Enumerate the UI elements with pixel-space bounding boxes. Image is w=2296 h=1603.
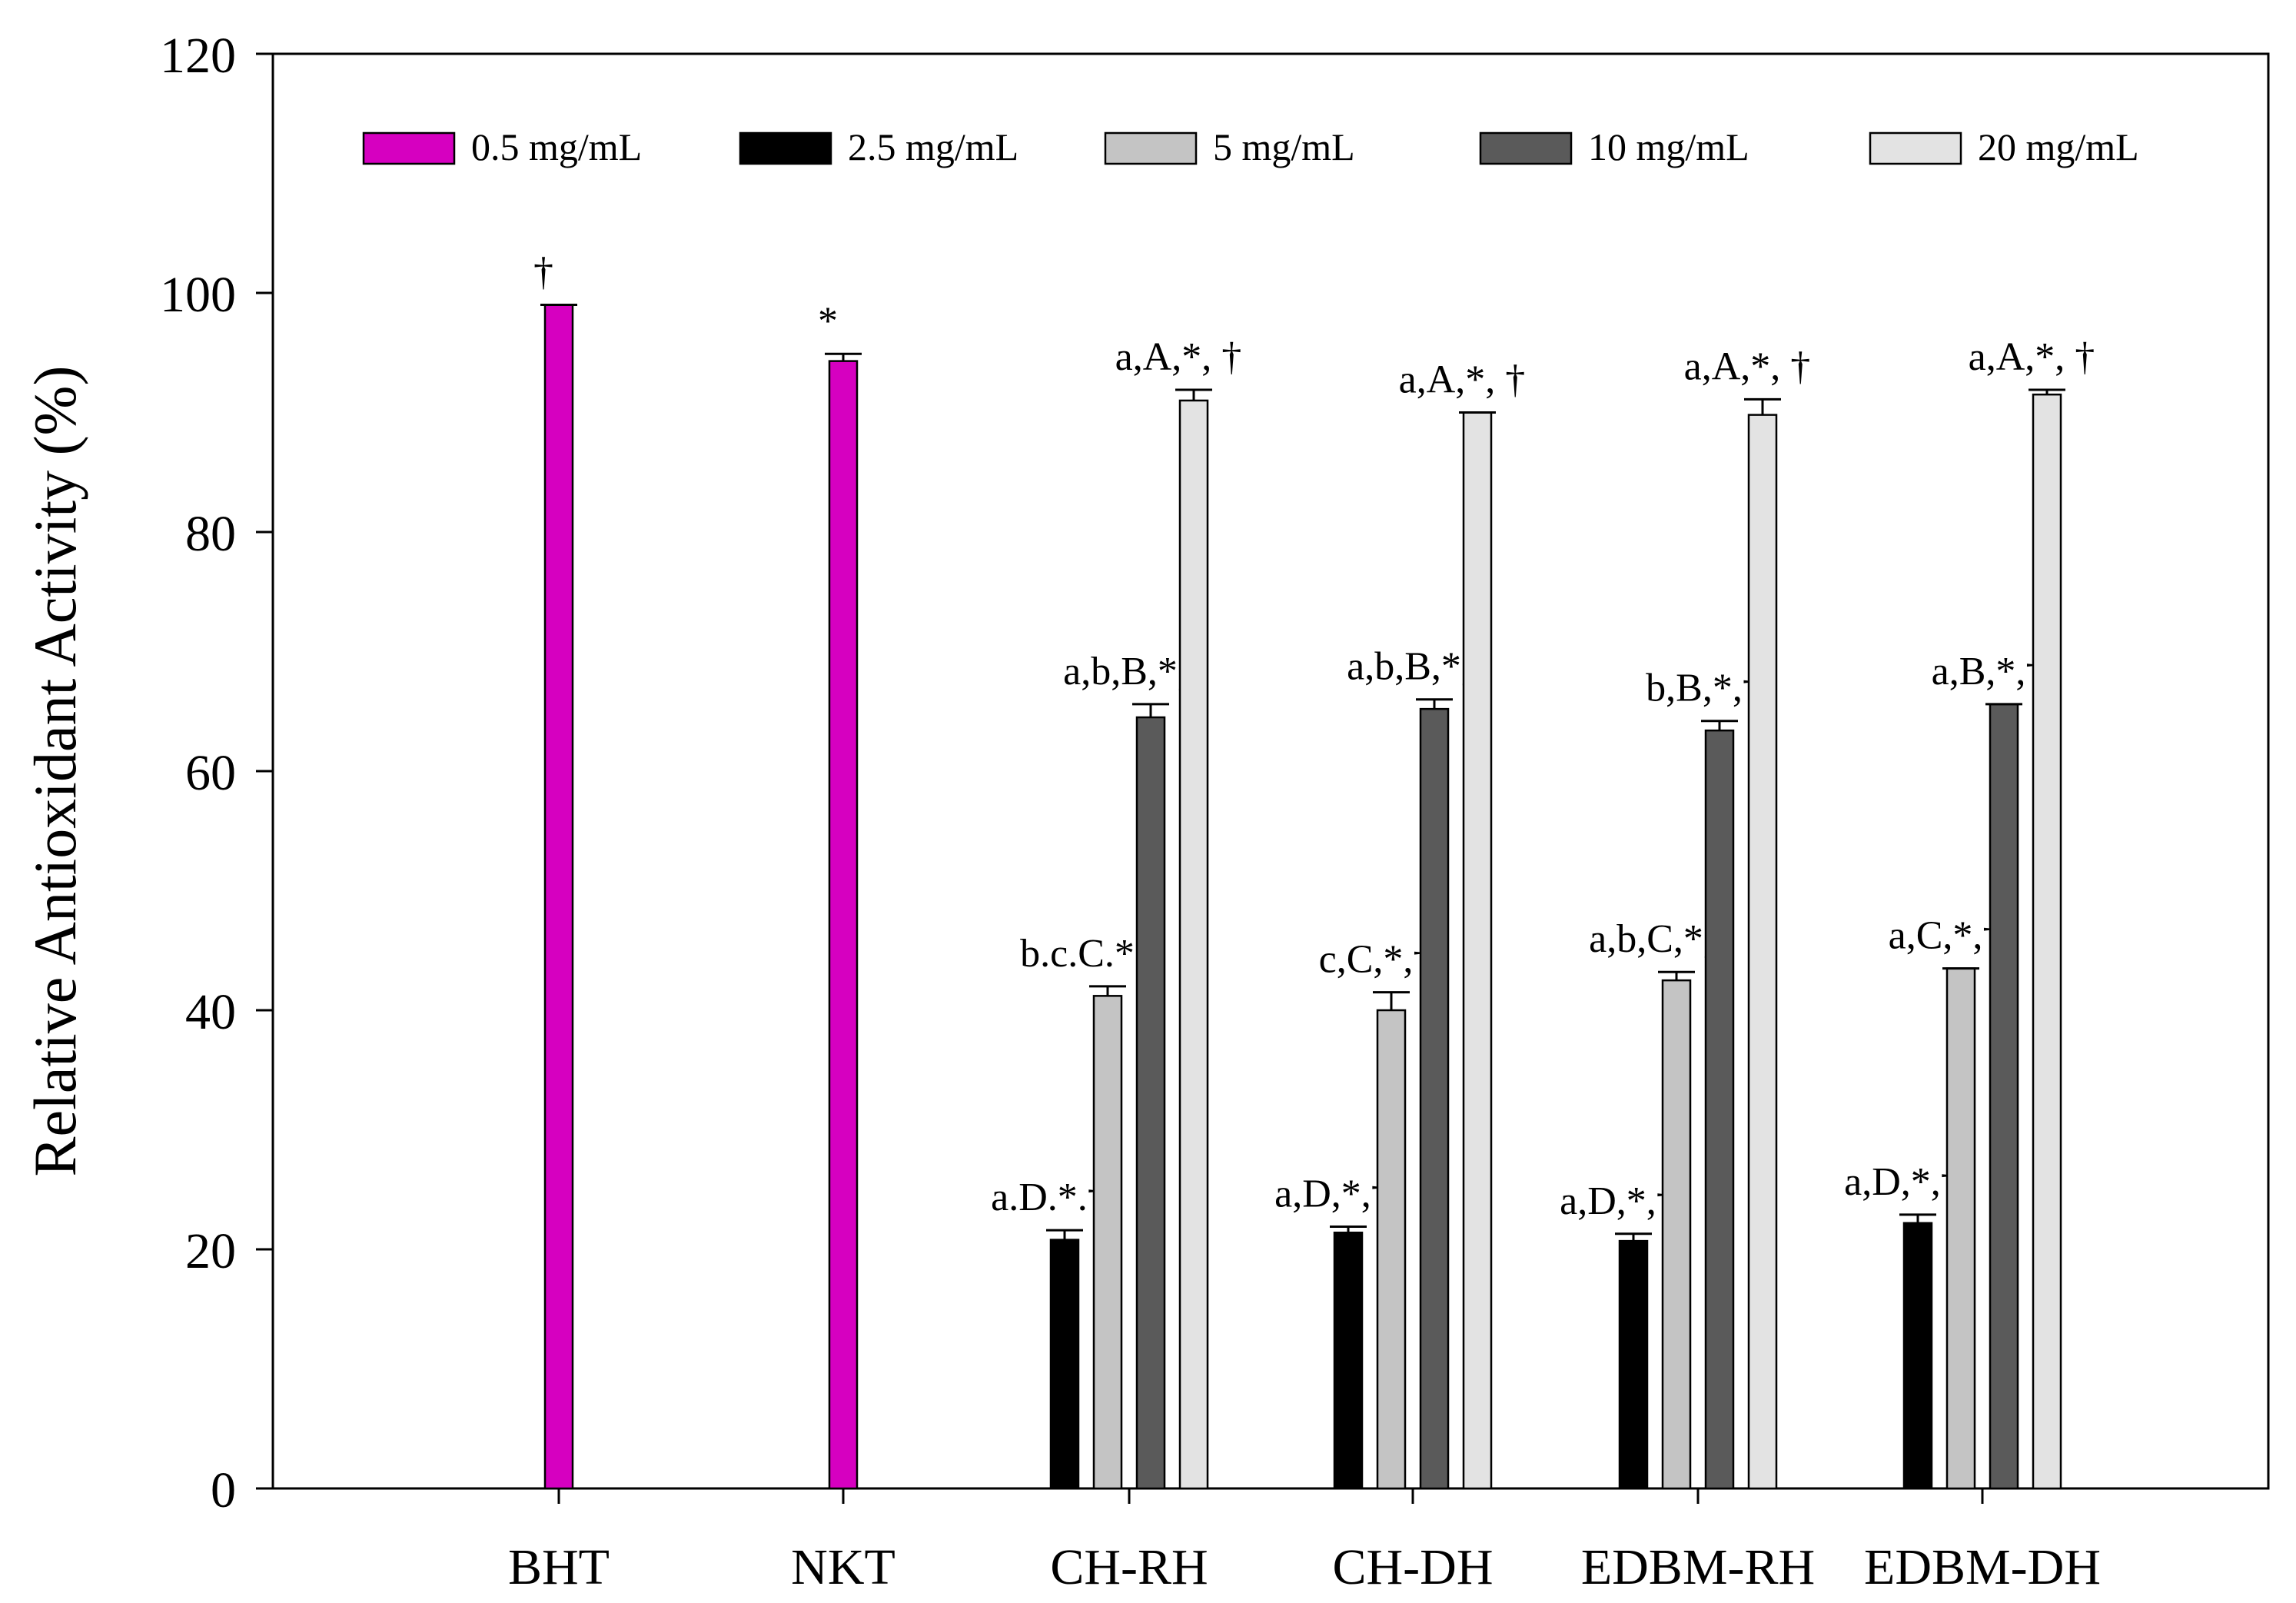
bar-significance-label: a,A,*, † [1399, 358, 1526, 402]
legend-label: 0.5 mg/mL [471, 125, 642, 168]
y-tick-label: 80 [185, 506, 236, 562]
bar-significance-label: a,A,*, † [1969, 335, 2095, 379]
bar [1092, 995, 1123, 1490]
legend: 0.5 mg/mL 2.5 mg/mL 5 mg/mL 10 mg/mL 20 mg/m… [362, 125, 2139, 168]
legend-swatch [1104, 131, 1198, 165]
bar [2032, 393, 2062, 1490]
y-tick-label: 100 [160, 267, 236, 323]
bar [1419, 707, 1450, 1490]
y-tick-label: 120 [160, 28, 236, 84]
bar [1049, 1239, 1080, 1490]
bar-significance-label: a,D,*,† [1844, 1160, 1961, 1204]
bar-significance-label: a,B,*,† [1932, 650, 2046, 693]
x-tick-label: CH-DH [1333, 1539, 1494, 1595]
x-tick-label: EDBM-DH [1864, 1539, 2101, 1595]
x-tick-label: EDBM-RH [1581, 1539, 1815, 1595]
y-axis-title: Relative Antioxidant Activity (%) [22, 366, 88, 1177]
y-tick-label: 20 [185, 1223, 236, 1279]
bar-significance-label: a,D,*,† [1560, 1179, 1676, 1223]
legend-swatch [1869, 131, 1962, 165]
legend-label: 20 mg/mL [1978, 125, 2139, 168]
bar [828, 360, 859, 1490]
legend-swatch [739, 131, 832, 165]
legend-swatch [1479, 131, 1573, 165]
legend-label: 10 mg/mL [1588, 125, 1749, 168]
bar-significance-label: a,A,*, † [1684, 344, 1811, 388]
bar [1945, 967, 1976, 1490]
bar [1376, 1009, 1407, 1490]
bar [1135, 716, 1166, 1490]
y-tick-label: 0 [211, 1462, 236, 1518]
bar [1178, 399, 1209, 1490]
bar-significance-label: b,B,*,† [1646, 667, 1763, 710]
bar [1333, 1231, 1364, 1490]
x-tick-label: NKT [791, 1539, 895, 1595]
y-axis: 0 20 40 60 80 100 120 [160, 28, 273, 1518]
bar [1989, 703, 2019, 1490]
y-tick-label: 40 [185, 984, 236, 1040]
bar [1661, 979, 1692, 1490]
bar [1462, 411, 1493, 1490]
bar-significance-label: a.D.*.† [991, 1176, 1108, 1219]
x-tick-label: CH-RH [1050, 1539, 1208, 1595]
bar [1704, 729, 1735, 1490]
legend-label: 2.5 mg/mL [848, 125, 1018, 168]
bar-significance-label: a,A,*, † [1115, 335, 1242, 379]
bar-significance-label: c,C,*,† [1319, 938, 1434, 982]
x-tick-label: BHT [508, 1539, 610, 1595]
bar [1747, 414, 1778, 1490]
bar-significance-label: a,C,*,† [1889, 914, 2003, 958]
bar-significance-label: * [818, 299, 838, 343]
bar-series-group: †*a.D.*.†b.c.C.*.†a,b,B,*,†a,A,*, †a,D,*… [533, 251, 2095, 1490]
bar [543, 304, 574, 1490]
bar-significance-label: a,D,*,† [1274, 1172, 1391, 1216]
bar [1902, 1222, 1933, 1490]
x-axis: BHT NKT CH-RH CH-DH EDBM-RH EDBM-DH [508, 1488, 2101, 1595]
legend-label: 5 mg/mL [1213, 125, 1355, 168]
legend-swatch [362, 131, 456, 165]
y-tick-label: 60 [185, 745, 236, 801]
bar-significance-label: † [533, 251, 553, 294]
bar [1618, 1239, 1649, 1490]
